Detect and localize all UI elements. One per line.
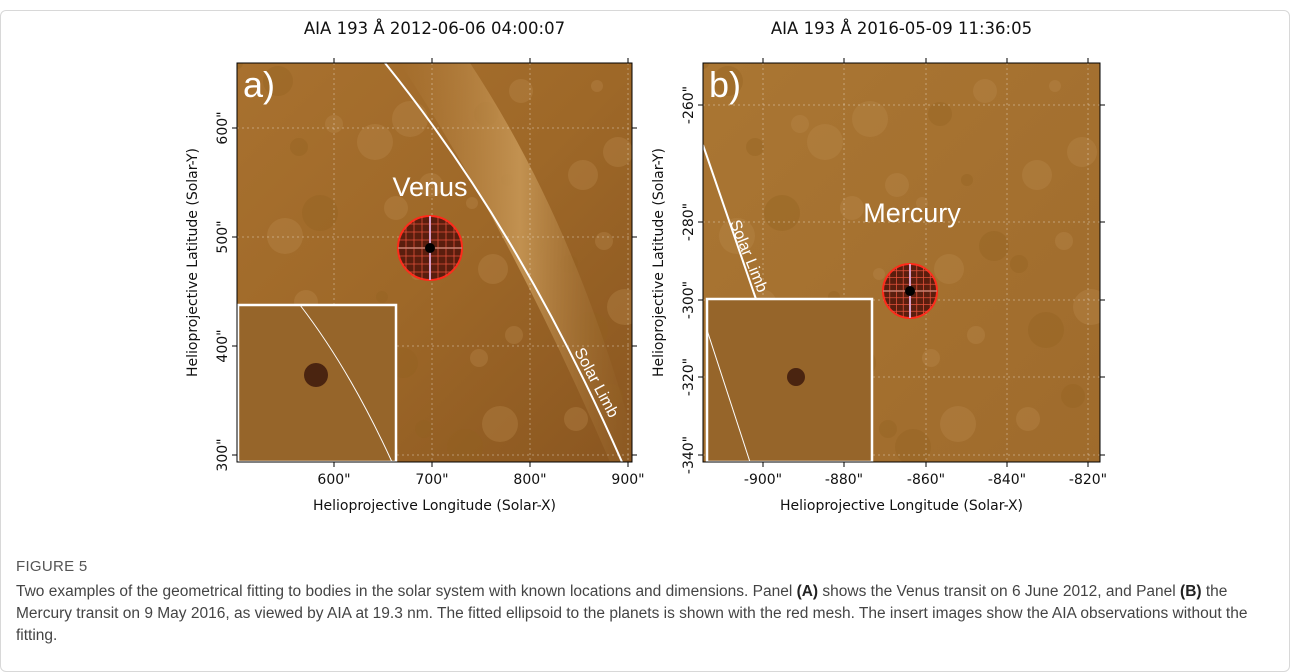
x-tick-label: -900" [744, 472, 782, 488]
texture [879, 420, 897, 438]
texture [482, 406, 518, 442]
panel-label: a) [243, 64, 275, 105]
texture [922, 349, 940, 367]
texture [290, 138, 308, 156]
texture [852, 101, 888, 137]
texture [357, 124, 393, 160]
texture [746, 138, 764, 156]
x-tick-label: 600" [317, 472, 350, 488]
y-tick-label: 400" [215, 329, 231, 362]
texture [376, 291, 388, 303]
texture [478, 254, 508, 284]
panel-title: AIA 193 Å 2012-06-06 04:00:07 [304, 19, 565, 38]
caption: FIGURE 5 Two examples of the geometrical… [16, 556, 1266, 647]
y-tick-label: -260" [681, 86, 697, 124]
texture [302, 195, 338, 231]
texture [940, 406, 976, 442]
texture [603, 137, 633, 167]
y-tick-label: -340" [681, 436, 697, 474]
caption-emphasis: (B) [1180, 583, 1202, 600]
y-tick-label: -320" [681, 358, 697, 396]
y-axis-label: Helioprojective Latitude (Solar-Y) [185, 148, 201, 377]
y-tick-label: 600" [215, 111, 231, 144]
texture [973, 79, 997, 103]
texture [267, 218, 303, 254]
texture [1016, 407, 1040, 431]
texture [1073, 289, 1109, 325]
caption-emphasis: (A) [797, 583, 819, 600]
y-tick-label: -300" [681, 281, 697, 319]
texture [928, 102, 952, 126]
texture [1049, 80, 1061, 92]
texture [607, 289, 643, 325]
texture [1061, 384, 1085, 408]
x-axis-label: Helioprojective Longitude (Solar-X) [780, 498, 1023, 514]
texture [509, 79, 533, 103]
planet-label: Mercury [863, 198, 961, 228]
x-axis-label: Helioprojective Longitude (Solar-X) [313, 498, 556, 514]
texture [564, 407, 588, 431]
inset-planet [304, 363, 328, 387]
texture [568, 160, 598, 190]
caption-segment: shows the Venus transit on 6 June 2012, … [818, 583, 1180, 600]
caption-segment: Two examples of the geometrical fitting … [16, 583, 797, 600]
texture [1010, 255, 1028, 273]
texture [1067, 137, 1097, 167]
x-tick-label: 700" [415, 472, 448, 488]
caption-label: FIGURE 5 [16, 556, 1266, 578]
texture [807, 124, 843, 160]
texture [961, 174, 973, 186]
texture [415, 420, 433, 438]
x-tick-label: -880" [825, 472, 863, 488]
texture [1055, 232, 1073, 250]
texture [505, 326, 523, 344]
texture [967, 326, 985, 344]
planet-center [905, 286, 915, 296]
y-tick-label: 300" [215, 438, 231, 471]
x-tick-label: -840" [988, 472, 1026, 488]
x-tick-label: 900" [611, 472, 644, 488]
texture [934, 254, 964, 284]
texture [392, 101, 428, 137]
x-tick-label: -860" [907, 472, 945, 488]
texture [979, 231, 1009, 261]
texture [885, 173, 909, 197]
y-tick-label: 500" [215, 220, 231, 253]
planet-label: Venus [392, 172, 467, 202]
caption-text: Two examples of the geometrical fitting … [16, 581, 1266, 647]
texture [764, 195, 800, 231]
x-tick-label: -820" [1069, 472, 1107, 488]
panel-title: AIA 193 Å 2016-05-09 11:36:05 [771, 19, 1032, 38]
panel-label: b) [709, 64, 741, 105]
texture [466, 197, 478, 209]
texture [591, 80, 603, 92]
y-tick-label: -280" [681, 203, 697, 241]
texture [470, 349, 488, 367]
inset-planet [787, 368, 805, 386]
texture [1028, 312, 1064, 348]
x-tick-label: 800" [513, 472, 546, 488]
texture [791, 115, 809, 133]
texture [447, 429, 483, 465]
texture [595, 232, 613, 250]
y-axis-label: Helioprojective Latitude (Solar-Y) [651, 148, 667, 377]
texture [873, 268, 885, 280]
planet-center [425, 243, 435, 253]
texture [1022, 160, 1052, 190]
